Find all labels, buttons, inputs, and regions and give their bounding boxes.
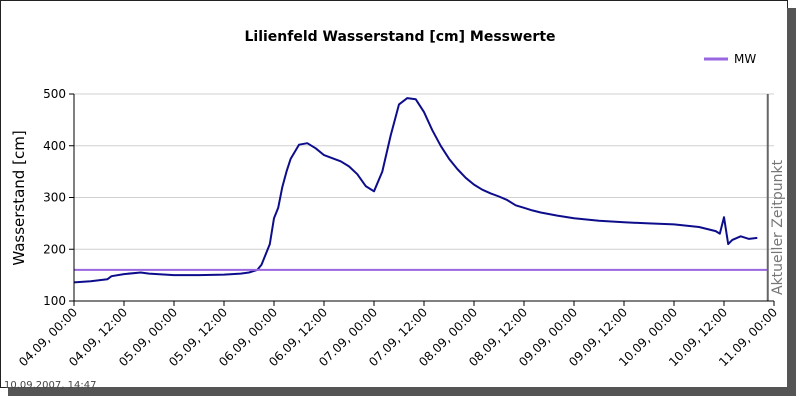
y-axis-label: Wasserstand [cm] [10, 130, 28, 265]
y-tick-label: 500 [43, 87, 66, 101]
chart-frame [0, 0, 788, 388]
axes [73, 94, 774, 302]
legend: MW [704, 52, 756, 66]
series-line-water-level [73, 97, 758, 284]
footer-timestamp: 10.09.2007, 14:47 [4, 380, 96, 391]
legend-label-mw: MW [734, 52, 756, 66]
frame-shadow-bottom [8, 387, 796, 396]
chart-title: Lilienfeld Wasserstand [cm] Messwerte [244, 29, 555, 45]
y-tick-label: 100 [43, 294, 66, 308]
y-tick-labels: 100 200 300 400 500 [43, 87, 66, 308]
y-tick-label: 300 [43, 191, 66, 205]
series-layer [73, 97, 768, 284]
y-tick-label: 200 [43, 242, 66, 256]
frame-shadow-right [787, 8, 796, 393]
y-tick-label: 400 [43, 139, 66, 153]
current-time-label: Aktueller Zeitpunkt [770, 159, 786, 295]
current-time-marker: Aktueller Zeitpunkt [766, 94, 786, 301]
